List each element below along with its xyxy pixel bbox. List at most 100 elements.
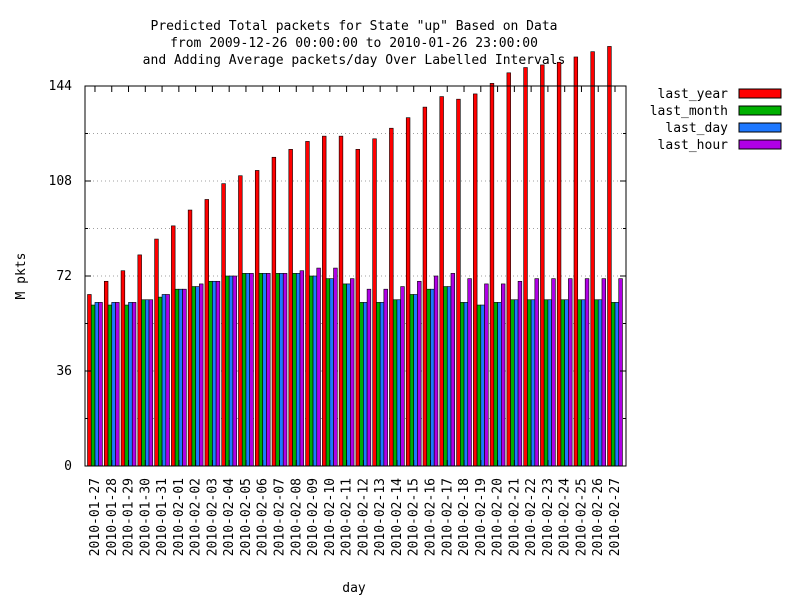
bar-last_day	[597, 299, 603, 467]
y-tick-label: 0	[64, 459, 72, 474]
bar-last_month	[174, 288, 180, 467]
bar-last_year	[238, 175, 243, 467]
x-tick-label: 2010-02-21	[507, 478, 522, 556]
bar-last_year	[338, 135, 344, 467]
bar-last_month	[610, 302, 616, 467]
bar-last_year	[120, 270, 126, 467]
x-tick-label: 2010-02-01	[172, 478, 187, 556]
bar-last_year	[103, 280, 109, 467]
bar-last_day	[228, 275, 234, 467]
x-tick-label: 2010-02-24	[558, 478, 573, 556]
bar-last_day	[446, 286, 452, 467]
bar-last_day	[312, 275, 318, 467]
x-tick-label: 2010-02-25	[574, 478, 589, 556]
legend-label-last_hour: last_hour	[658, 138, 729, 153]
x-tick-label: 2010-01-31	[155, 478, 170, 556]
bar-last_hour	[433, 275, 439, 467]
x-axis-label: day	[342, 581, 366, 596]
x-tick-label: 2010-02-27	[608, 478, 623, 556]
bar-last_hour	[115, 302, 120, 467]
legend-swatch-last_month	[738, 105, 782, 116]
bar-last_month	[325, 278, 331, 467]
x-tick-label: 2010-01-27	[88, 478, 103, 556]
bar-last_month	[107, 304, 113, 467]
bar-last_month	[392, 299, 398, 467]
x-tick-label: 2010-02-23	[541, 478, 556, 556]
bar-last_year	[204, 199, 209, 467]
bar-last_hour	[199, 283, 204, 467]
bar-last_hour	[484, 283, 489, 467]
bar-last_month	[493, 302, 498, 467]
bar-last_month	[459, 302, 465, 467]
x-tick-label: 2010-02-04	[222, 478, 237, 556]
bar-last_month	[241, 273, 247, 467]
bar-last_day	[497, 302, 502, 467]
x-axis: 2010-01-27 2010-01-28 2010-01-29 2010-01-30…	[88, 86, 623, 556]
bar-last_hour	[131, 302, 137, 467]
bar-last_day	[329, 278, 334, 467]
chart-title-line-1: Predicted Total packets for State "up" B…	[151, 19, 558, 34]
x-tick-label: 2010-02-15	[407, 478, 422, 556]
bar-last_hour	[500, 283, 506, 467]
bar-last_year	[355, 149, 360, 467]
x-tick-label: 2010-01-29	[122, 478, 137, 556]
bar-last_day	[514, 299, 519, 467]
bar-last_hour	[467, 278, 472, 467]
bar-last_hour	[366, 288, 372, 467]
legend-swatch-last_year	[738, 88, 782, 99]
bar-last_hour	[618, 278, 623, 467]
bar-last_day	[396, 299, 401, 467]
bar-last_year	[288, 149, 293, 467]
bar-last_month	[141, 299, 146, 467]
bar-last_hour	[517, 280, 523, 467]
bar-last_day	[430, 288, 435, 467]
bar-last_hour	[282, 273, 288, 467]
bar-last_year	[607, 46, 612, 467]
y-axis: 0 36 72 108 144	[49, 79, 626, 474]
bar-last_hour	[98, 302, 103, 467]
x-tick-label: 2010-02-13	[373, 478, 388, 556]
x-tick-label: 2010-02-18	[457, 478, 472, 556]
x-tick-label: 2010-01-30	[138, 478, 153, 556]
bar-last_day	[547, 299, 552, 467]
x-tick-label: 2010-02-22	[524, 478, 539, 556]
x-tick-label: 2010-02-16	[423, 478, 438, 556]
bar-last_hour	[299, 270, 305, 467]
legend-swatch-last_day	[738, 122, 782, 133]
bar-last_month	[527, 299, 532, 467]
bar-last_day	[161, 294, 167, 467]
bar-last_year	[137, 254, 142, 467]
bar-last_month	[409, 294, 415, 467]
bar-last_month	[309, 275, 314, 467]
bar-last_day	[94, 302, 100, 467]
bar-last_year	[271, 156, 277, 467]
bar-last_hour	[350, 278, 355, 467]
bar-last_month	[90, 304, 96, 467]
bar-last_year	[590, 51, 595, 467]
bar-last_year	[540, 64, 545, 467]
bar-last_day	[178, 288, 183, 467]
y-axis-label: M pkts	[14, 253, 29, 300]
bar-last_year	[305, 141, 310, 467]
bar-last_day	[564, 299, 569, 467]
bar-last_year	[556, 61, 562, 467]
bar-last_hour	[333, 267, 338, 467]
x-tick-label: 2010-02-20	[491, 478, 506, 556]
bar-last_month	[577, 299, 582, 467]
legend: last_year last_month last_day last_hour	[650, 87, 782, 153]
y-tick-label: 72	[56, 269, 72, 284]
bar-last_day	[111, 302, 116, 467]
bar-last_year	[506, 72, 511, 467]
bar-last_year	[87, 294, 92, 467]
bar-last_hour	[266, 273, 271, 467]
bar-last_year	[322, 135, 327, 467]
bar-last_month	[124, 304, 129, 467]
bar-last_hour	[165, 294, 170, 467]
x-tick-label: 2010-02-12	[356, 478, 371, 556]
bar-last_day	[262, 273, 267, 467]
chart-title: Predicted Total packets for State "up" B…	[143, 19, 566, 68]
x-tick-label: 2010-02-08	[289, 478, 304, 556]
bar-last_month	[258, 273, 264, 467]
bar-last_month	[510, 299, 515, 467]
